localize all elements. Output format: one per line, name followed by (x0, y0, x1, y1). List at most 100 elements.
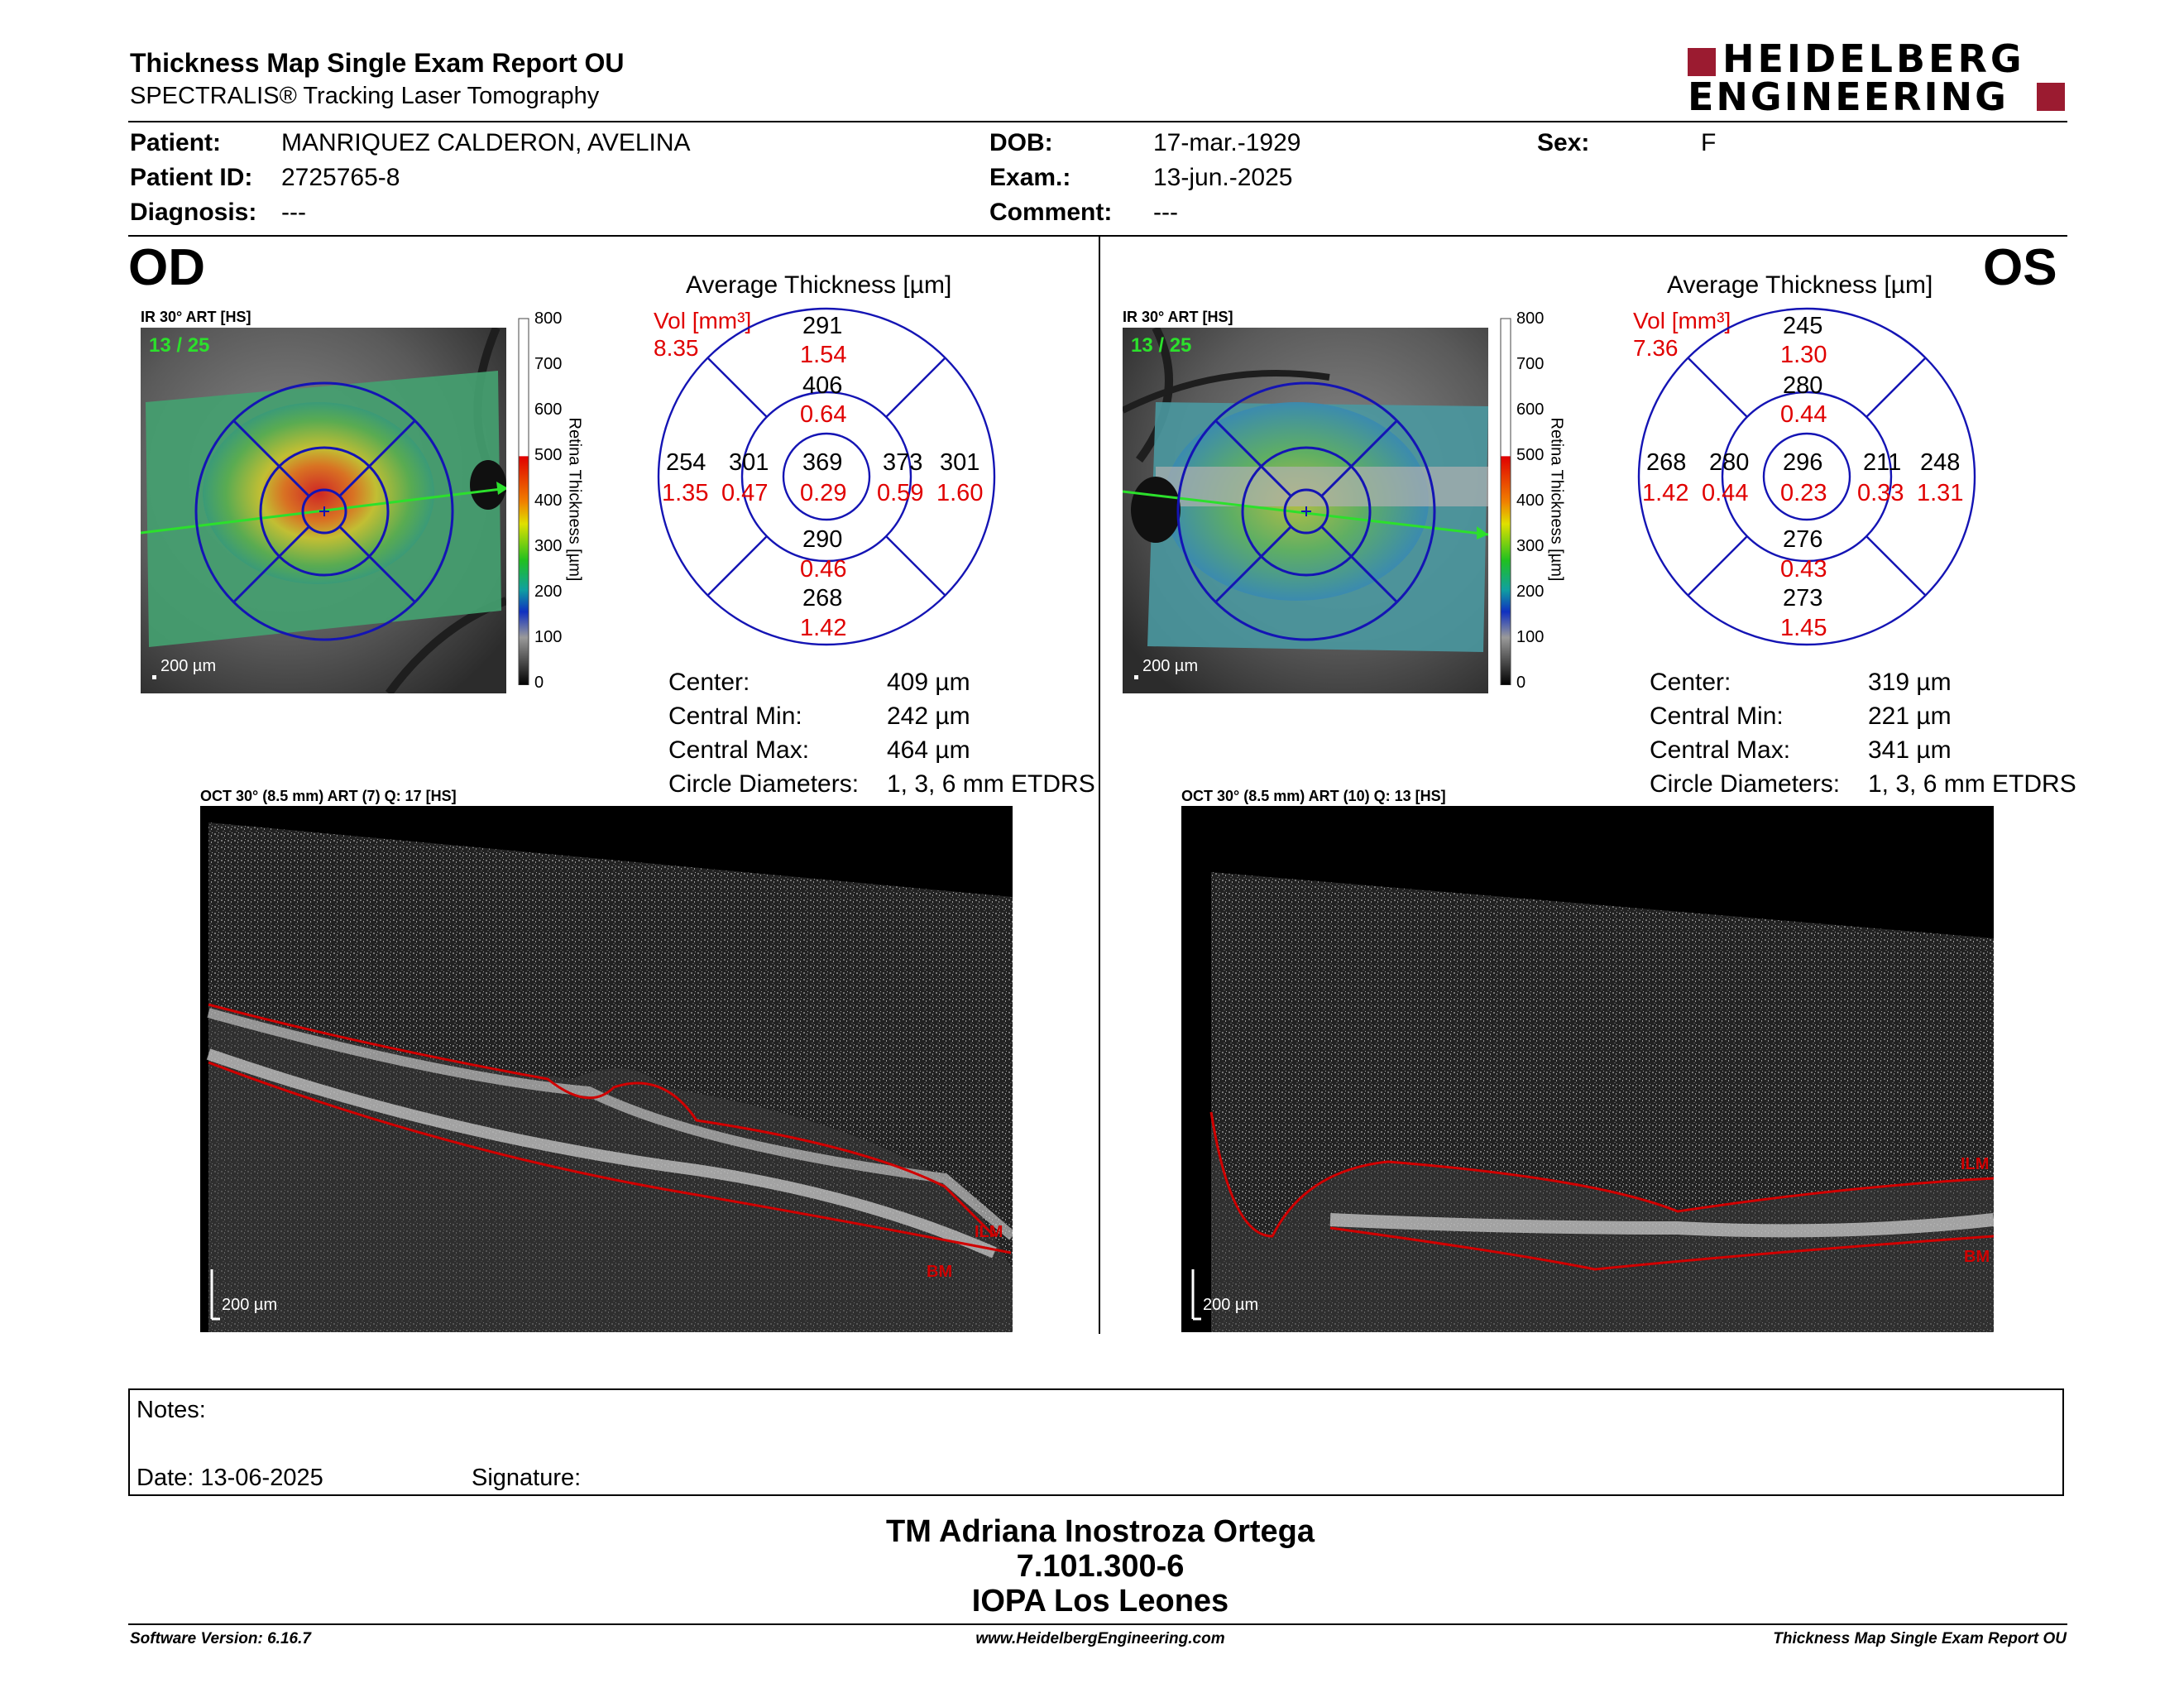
od-vol-value: 8.35 (654, 335, 699, 361)
od-stat-center-label: Center: (668, 669, 750, 696)
os-center-volume: 0.23 (1780, 480, 1827, 506)
od-scale-tick-700: 700 (534, 355, 563, 373)
os-bm-label: BM (1964, 1248, 1990, 1266)
patient-label: Patient: (130, 129, 222, 156)
os-scale-tick-800: 800 (1516, 309, 1545, 328)
os-center-thickness: 296 (1783, 449, 1823, 476)
od-scale-tick-400: 400 (534, 492, 563, 510)
od-stat-min-label: Central Min: (668, 703, 802, 730)
os-stat-max-value: 341 µm (1868, 736, 1952, 764)
os-ir-scalebar: 200 µm (1142, 657, 1199, 675)
od-etdrs-grid (656, 306, 997, 647)
od-stat-diam-label: Circle Diameters: (668, 770, 860, 798)
os-outer-sup-volume: 1.30 (1780, 342, 1827, 368)
od-outer-right-thickness: 301 (940, 449, 980, 476)
os-frame-count: 13 / 25 (1131, 334, 1192, 357)
patient-id-value: 2725765-8 (281, 164, 400, 191)
od-frame-count: 13 / 25 (149, 334, 210, 357)
od-outer-inf-volume: 1.42 (800, 615, 847, 641)
signoff-rut: 7.101.300-6 (1016, 1549, 1185, 1584)
od-inner-inf-volume: 0.46 (800, 556, 847, 583)
os-scale-tick-500: 500 (1516, 446, 1545, 464)
diagnosis-label: Diagnosis: (130, 199, 257, 226)
od-oct-label: OCT 30° (8.5 mm) ART (7) Q: 17 [HS] (200, 788, 457, 804)
os-stat-diam-label: Circle Diameters: (1650, 770, 1841, 798)
od-ilm-label: ILM (975, 1223, 1003, 1241)
os-oct-bscan (1181, 806, 1995, 1332)
os-scale-tick-0: 0 (1516, 674, 1526, 692)
os-inner-right-thickness: 211 (1863, 449, 1902, 476)
exam-value: 13-jun.-2025 (1153, 164, 1293, 191)
os-scale-tick-600: 600 (1516, 400, 1545, 419)
report-title: Thickness Map Single Exam Report OU (130, 48, 625, 78)
os-fundus-image (1121, 325, 1489, 693)
os-outer-left-volume: 1.42 (1642, 480, 1689, 506)
od-outer-inf-thickness: 268 (802, 585, 843, 611)
od-stat-min-value: 242 µm (887, 703, 970, 730)
od-outer-left-volume: 1.35 (662, 480, 709, 506)
os-inner-inf-thickness: 276 (1783, 526, 1823, 553)
od-oct-bscan (200, 806, 1016, 1332)
logo-square-bottom (2037, 83, 2065, 111)
notes-label: Notes: (136, 1397, 206, 1423)
od-center-thickness: 369 (802, 449, 843, 476)
header-rule (128, 121, 2067, 122)
od-inner-left-volume: 0.47 (721, 480, 769, 506)
od-inner-left-thickness: 301 (729, 449, 769, 476)
os-inner-sup-volume: 0.44 (1780, 401, 1827, 428)
footer-website[interactable]: www.HeidelbergEngineering.com (975, 1630, 1225, 1647)
dob-value: 17-mar.-1929 (1153, 129, 1301, 156)
os-scale-tick-700: 700 (1516, 355, 1545, 373)
od-center-volume: 0.29 (800, 480, 847, 506)
os-stat-diam-value: 1, 3, 6 mm ETDRS (1868, 770, 2076, 798)
os-vol-label: Vol [mm³] (1633, 308, 1731, 333)
comment-value: --- (1153, 199, 1178, 226)
od-scale-tick-0: 0 (534, 674, 544, 692)
notes-signature-label: Signature: (472, 1465, 582, 1491)
os-scale-tick-200: 200 (1516, 583, 1545, 601)
os-oct-scalebar: 200 µm (1203, 1296, 1259, 1314)
comment-label: Comment: (989, 199, 1113, 226)
report-subtitle: SPECTRALIS® Tracking Laser Tomography (130, 83, 600, 109)
od-scale-tick-100: 100 (534, 628, 563, 646)
os-outer-inf-thickness: 273 (1783, 585, 1823, 611)
os-scale-axis-label: Retina Thickness [µm] (1547, 417, 1566, 582)
od-bm-label: BM (927, 1263, 953, 1281)
os-inner-right-volume: 0.33 (1857, 480, 1904, 506)
os-inner-sup-thickness: 280 (1783, 372, 1823, 399)
os-scale-tick-100: 100 (1516, 628, 1545, 646)
od-inner-inf-thickness: 290 (802, 526, 843, 553)
os-ilm-label: ILM (1961, 1155, 1990, 1173)
od-stat-max-label: Central Max: (668, 736, 810, 764)
od-inner-sup-thickness: 406 (802, 372, 843, 399)
os-oct-label: OCT 30° (8.5 mm) ART (10) Q: 13 [HS] (1181, 788, 1446, 804)
signoff-name: TM Adriana Inostroza Ortega (886, 1514, 1315, 1549)
od-scale-tick-800: 800 (534, 309, 563, 328)
exam-label: Exam.: (989, 164, 1071, 191)
od-inner-sup-volume: 0.64 (800, 401, 847, 428)
os-outer-right-volume: 1.31 (1917, 480, 1964, 506)
notes-date: Date: 13-06-2025 (136, 1465, 323, 1491)
notes-box[interactable] (128, 1388, 2064, 1496)
os-outer-inf-volume: 1.45 (1780, 615, 1827, 641)
od-scale-tick-600: 600 (534, 400, 563, 419)
os-color-scale (1500, 317, 1566, 686)
od-outer-left-thickness: 254 (666, 449, 706, 476)
od-ir-label: IR 30° ART [HS] (141, 309, 251, 325)
od-fundus-image (140, 326, 509, 696)
heidelberg-logo: HEIDELBERG ENGINEERING (1688, 40, 2068, 119)
logo-line2: ENGINEERING (1688, 74, 2009, 119)
od-inner-right-thickness: 373 (883, 449, 923, 476)
os-stat-min-value: 221 µm (1868, 703, 1952, 730)
os-scale-tick-300: 300 (1516, 537, 1545, 555)
od-inner-right-volume: 0.59 (877, 480, 924, 506)
os-stat-center-label: Center: (1650, 669, 1731, 696)
logo-square-top (1688, 48, 1716, 76)
os-ir-label: IR 30° ART [HS] (1123, 309, 1233, 325)
os-stat-center-value: 319 µm (1868, 669, 1952, 696)
os-outer-sup-thickness: 245 (1783, 313, 1823, 339)
os-outer-left-thickness: 268 (1646, 449, 1687, 476)
footer-rule (128, 1623, 2067, 1625)
os-inner-inf-volume: 0.43 (1780, 556, 1827, 583)
patient-id-label: Patient ID: (130, 164, 253, 191)
